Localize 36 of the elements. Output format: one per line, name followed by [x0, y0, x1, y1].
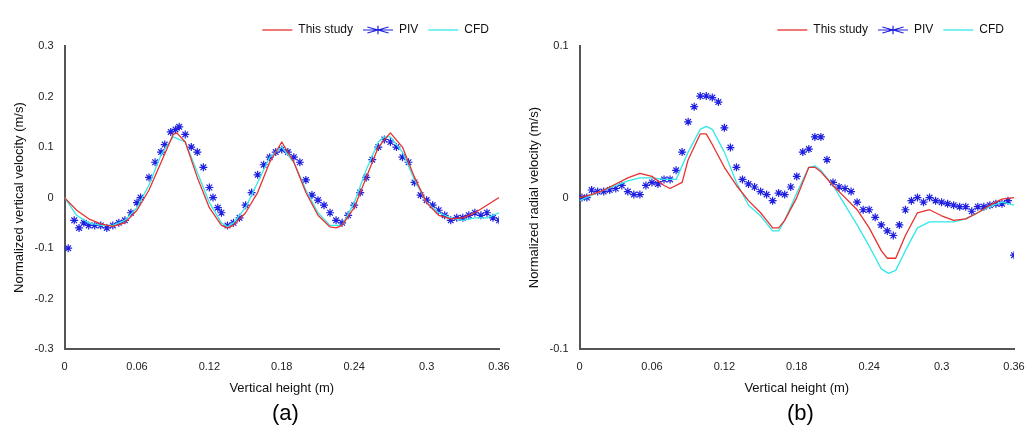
- y-tick-label: 0.3: [38, 39, 54, 52]
- y-axis-title: Normalized radial velocity (m/s): [526, 106, 542, 289]
- x-tick-label: 0: [61, 359, 68, 372]
- text: (b): [786, 400, 815, 426]
- y-tick-label: -0.3: [34, 342, 54, 355]
- y-tick-label: 0: [47, 190, 54, 203]
- legend-label: CFD: [979, 22, 1005, 37]
- y-tick-label: -0.1: [549, 342, 569, 355]
- x-axis-title: Vertical height (m): [744, 379, 850, 395]
- x-axis-title: Vertical height (m): [229, 379, 335, 395]
- x-tick-label: 0.24: [343, 359, 365, 372]
- y-tick-label: 0.1: [553, 39, 569, 52]
- y-tick-label: -0.2: [34, 291, 54, 304]
- x-tick-label: 0.3: [418, 359, 435, 372]
- y-tick-label: 0.1: [38, 140, 54, 153]
- legend-label: This study: [298, 22, 353, 37]
- x-tick-label: 0.18: [271, 359, 293, 372]
- x-tick-label: 0: [576, 359, 583, 372]
- legend-label: This study: [813, 22, 868, 37]
- x-tick-label: 0.24: [858, 359, 880, 372]
- x-tick-label: 0.3: [933, 359, 950, 372]
- y-axis-title: Normalized vertical velocity (m/s): [11, 102, 27, 293]
- legend-label: CFD: [464, 22, 490, 37]
- x-tick-label: 0.06: [641, 359, 663, 372]
- y-tick-label: -0.1: [34, 241, 54, 254]
- x-tick-label: 0.06: [126, 359, 148, 372]
- x-tick-label: 0.36: [1003, 359, 1025, 372]
- x-tick-label: 0.36: [488, 359, 510, 372]
- x-tick-label: 0.12: [198, 359, 221, 372]
- legend-label: PIV: [399, 22, 419, 37]
- y-tick-label: 0.2: [38, 89, 54, 102]
- x-tick-label: 0.18: [786, 359, 808, 372]
- x-tick-label: 0.12: [713, 359, 736, 372]
- legend-label: PIV: [914, 22, 934, 37]
- text: (a): [271, 400, 300, 426]
- y-tick-label: 0: [562, 190, 569, 203]
